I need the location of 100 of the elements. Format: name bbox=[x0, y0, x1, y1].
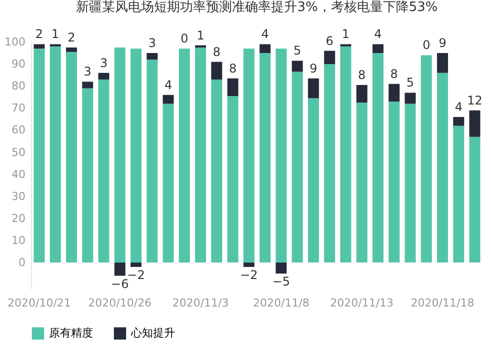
bar bbox=[276, 262, 287, 274]
data-label: −2 bbox=[240, 268, 258, 282]
bar bbox=[260, 53, 271, 263]
x-tick-label: 2020/11/3 bbox=[172, 296, 229, 310]
y-tick-label: 70 bbox=[12, 102, 26, 115]
bar bbox=[98, 79, 110, 263]
bar bbox=[195, 48, 206, 263]
y-tick-label: 60 bbox=[12, 124, 26, 137]
bar bbox=[356, 85, 368, 103]
bar bbox=[114, 262, 126, 276]
bar bbox=[469, 136, 480, 263]
bar bbox=[114, 48, 126, 263]
data-label: 9 bbox=[310, 61, 318, 76]
bar bbox=[130, 48, 142, 263]
bar bbox=[130, 262, 142, 267]
data-label: 1 bbox=[52, 27, 60, 42]
y-tick-label: 40 bbox=[12, 168, 26, 181]
bar bbox=[308, 78, 319, 98]
legend-label: 原有精度 bbox=[49, 326, 93, 340]
data-label: 12 bbox=[467, 93, 482, 108]
data-label: 3 bbox=[148, 36, 156, 50]
bar bbox=[227, 96, 238, 263]
data-label: 3 bbox=[84, 64, 92, 79]
data-label: −5 bbox=[272, 274, 290, 289]
bar bbox=[243, 48, 254, 263]
bar bbox=[243, 262, 254, 267]
bar bbox=[453, 116, 464, 126]
bar bbox=[66, 52, 77, 263]
bar bbox=[388, 84, 400, 102]
y-tick-label: 0 bbox=[18, 256, 26, 270]
bar bbox=[292, 60, 303, 72]
data-label: 8 bbox=[228, 61, 237, 76]
data-label: 4 bbox=[374, 27, 382, 42]
y-tick-label: 20 bbox=[12, 212, 26, 225]
data-label: 1 bbox=[342, 27, 350, 42]
bar bbox=[211, 79, 222, 263]
bar bbox=[324, 64, 336, 263]
bar bbox=[146, 60, 158, 263]
data-label: 8 bbox=[358, 68, 366, 82]
data-label: 5 bbox=[406, 76, 414, 90]
bar bbox=[227, 78, 238, 96]
bar bbox=[98, 72, 110, 80]
data-label: −6 bbox=[111, 276, 129, 291]
bar bbox=[469, 110, 480, 137]
data-label: 2 bbox=[68, 30, 76, 45]
x-tick-label: 2020/11/8 bbox=[252, 296, 310, 310]
bar bbox=[34, 44, 45, 49]
data-label: −2 bbox=[127, 268, 145, 282]
data-label: 9 bbox=[438, 36, 446, 50]
data-label: 5 bbox=[294, 44, 302, 58]
x-tick-label: 2020/10/21 bbox=[8, 296, 71, 310]
x-tick-label: 2020/10/26 bbox=[88, 296, 152, 310]
bar bbox=[34, 48, 45, 263]
bar bbox=[308, 98, 319, 263]
bar bbox=[324, 50, 336, 64]
bar bbox=[211, 62, 222, 80]
data-label: 2 bbox=[35, 27, 44, 42]
bar bbox=[195, 45, 206, 48]
data-label: 4 bbox=[261, 27, 269, 42]
bar bbox=[292, 72, 303, 263]
legend-label: 心知提升 bbox=[130, 326, 175, 340]
y-tick-label: 90 bbox=[12, 58, 26, 71]
data-label: 8 bbox=[212, 44, 220, 59]
y-tick-label: 50 bbox=[12, 146, 26, 159]
x-tick-label: 2020/11/13 bbox=[330, 296, 394, 310]
data-label: 6 bbox=[326, 34, 334, 48]
y-tick-label: 100 bbox=[4, 36, 26, 48]
data-label: 0 bbox=[180, 32, 188, 46]
bar bbox=[437, 53, 448, 73]
x-tick-label: 2020/11/18 bbox=[410, 296, 474, 310]
bar bbox=[276, 48, 287, 263]
bar bbox=[404, 104, 416, 263]
bar bbox=[260, 44, 271, 54]
bar bbox=[388, 102, 400, 263]
bar bbox=[372, 53, 384, 263]
chart-title: 新疆某风电场短期功率预测准确率提升3%，考核电量下降53% bbox=[76, 0, 438, 16]
data-label: 4 bbox=[454, 100, 462, 114]
bar bbox=[420, 55, 432, 263]
data-label: 1 bbox=[196, 28, 204, 42]
bar bbox=[82, 88, 94, 263]
bar bbox=[340, 46, 352, 263]
bar bbox=[162, 94, 174, 104]
bar bbox=[178, 48, 190, 263]
bar bbox=[82, 82, 94, 88]
bar bbox=[437, 72, 448, 263]
bar bbox=[66, 48, 77, 52]
y-tick-label: 80 bbox=[12, 80, 26, 93]
y-tick-label: 10 bbox=[12, 234, 26, 247]
data-label: 4 bbox=[164, 78, 172, 92]
bar bbox=[356, 102, 368, 263]
y-tick-label: 30 bbox=[12, 190, 26, 203]
data-label: 8 bbox=[390, 66, 398, 81]
bar bbox=[146, 53, 158, 60]
bar bbox=[404, 92, 416, 104]
data-label: 3 bbox=[100, 56, 108, 70]
bar bbox=[50, 46, 61, 263]
data-label: 0 bbox=[422, 38, 430, 52]
bar bbox=[372, 44, 384, 54]
bar bbox=[162, 104, 174, 263]
bar bbox=[453, 126, 464, 263]
